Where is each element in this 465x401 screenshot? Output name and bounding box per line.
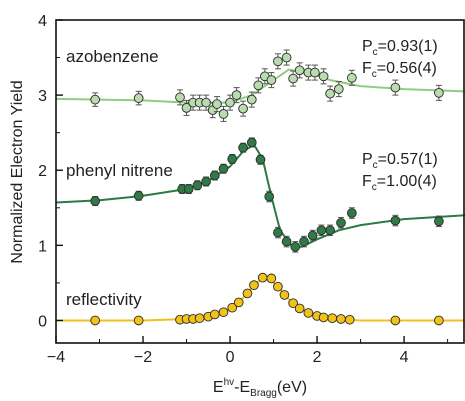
x-tick-label: 4 xyxy=(400,349,409,366)
data-point-1-21 xyxy=(347,208,357,218)
data-point-1-19 xyxy=(325,225,335,236)
data-point-0-12 xyxy=(238,103,248,114)
x-axis-label-mid: -E xyxy=(234,379,250,396)
data-point-1-20 xyxy=(336,217,346,228)
data-point-1-4 xyxy=(192,180,203,191)
data-point-0-9 xyxy=(218,109,229,119)
data-point-2-13 xyxy=(257,272,268,283)
data-point-2-15 xyxy=(273,281,283,292)
x-axis-label-sup: hv xyxy=(224,377,235,388)
data-point-1-17 xyxy=(307,230,318,241)
y-tick-label: 3 xyxy=(38,88,47,105)
data-point-2-11 xyxy=(242,288,253,299)
x-tick-label: 0 xyxy=(226,349,235,366)
series-label-azobenzene: azobenzene xyxy=(66,47,159,66)
data-point-2-23 xyxy=(336,314,346,324)
data-point-2-5 xyxy=(194,313,205,324)
data-point-1-14 xyxy=(281,236,292,247)
x-axis-label-unit: (eV) xyxy=(277,379,307,396)
data-point-1-16 xyxy=(299,236,309,247)
data-point-0-23 xyxy=(318,71,329,82)
data-point-0-1 xyxy=(133,93,144,103)
data-point-0-3 xyxy=(181,103,192,113)
data-point-0-16 xyxy=(266,75,277,85)
data-point-0-6 xyxy=(201,97,211,108)
plot-area xyxy=(55,49,465,326)
data-point-1-1 xyxy=(133,190,144,201)
x-tick-label: −4 xyxy=(47,349,65,366)
data-point-2-25 xyxy=(390,315,401,326)
plot-frame xyxy=(55,19,465,344)
data-point-1-18 xyxy=(316,225,327,236)
data-point-1-10 xyxy=(246,137,257,148)
annotation-azobenzene-p: Pc=0.93(1) xyxy=(362,38,438,58)
data-point-0-18 xyxy=(281,52,292,63)
data-point-2-19 xyxy=(303,308,314,318)
data-point-1-12 xyxy=(264,191,275,202)
x-tick-label: 2 xyxy=(313,349,322,366)
data-point-1-7 xyxy=(218,163,229,174)
y-tick-label: 4 xyxy=(38,13,47,30)
data-point-2-9 xyxy=(227,302,238,313)
data-point-0-25 xyxy=(333,84,344,94)
data-point-1-22 xyxy=(390,215,401,226)
data-point-2-14 xyxy=(266,273,277,284)
data-point-1-8 xyxy=(227,154,238,164)
data-point-2-12 xyxy=(249,280,259,291)
data-point-2-7 xyxy=(209,309,220,320)
data-point-2-1 xyxy=(133,315,144,326)
data-point-0-27 xyxy=(390,82,401,93)
series-label-reflectivity: reflectivity xyxy=(66,290,142,309)
data-point-0-20 xyxy=(294,65,305,76)
annotation-azobenzene-f: Fc=0.56(4) xyxy=(362,60,437,80)
data-point-1-23 xyxy=(434,216,444,227)
data-point-0-2 xyxy=(175,92,185,103)
data-point-2-0 xyxy=(90,315,101,326)
x-axis-label-base: E xyxy=(213,379,224,396)
data-point-2-22 xyxy=(327,313,338,324)
data-point-0-19 xyxy=(288,73,298,84)
data-point-1-0 xyxy=(90,196,101,206)
data-point-2-26 xyxy=(434,315,444,326)
y-tick-label: 1 xyxy=(38,238,47,255)
data-point-0-17 xyxy=(273,56,283,67)
data-point-2-8 xyxy=(218,307,229,318)
data-point-1-6 xyxy=(209,170,220,181)
data-point-2-18 xyxy=(294,303,305,314)
x-axis-label-sub: Bragg xyxy=(250,388,277,399)
data-point-1-5 xyxy=(201,176,211,187)
data-point-0-10 xyxy=(225,97,235,108)
y-axis-label: Normalized Electron Yield xyxy=(9,80,26,263)
data-point-0-11 xyxy=(231,90,242,100)
data-point-0-26 xyxy=(347,72,357,83)
data-point-0-8 xyxy=(212,99,222,109)
x-axis-label: Ehv-EBragg(eV) xyxy=(213,377,307,399)
data-point-2-16 xyxy=(279,290,290,300)
annotation-phenyl-nitrene-p: Pc=0.57(1) xyxy=(362,151,438,171)
fit-curve-0 xyxy=(55,68,465,104)
data-point-0-28 xyxy=(434,88,444,98)
data-point-1-11 xyxy=(255,154,266,165)
data-point-1-9 xyxy=(238,142,248,153)
data-point-0-14 xyxy=(253,80,264,91)
series-label-phenyl-nitrene: phenyl nitrene xyxy=(66,161,173,180)
y-tick-label: 2 xyxy=(38,163,47,180)
data-point-0-24 xyxy=(325,88,335,99)
annotation-phenyl-nitrene-f: Fc=1.00(4) xyxy=(362,173,437,193)
data-point-1-3 xyxy=(183,184,194,194)
data-point-0-22 xyxy=(310,67,320,78)
axes: −4 −2 0 2 4 0 1 2 3 4 xyxy=(38,13,465,366)
data-point-0-13 xyxy=(246,94,257,105)
data-point-2-24 xyxy=(344,314,355,325)
y-tick-label: 0 xyxy=(38,313,47,330)
data-point-2-17 xyxy=(288,298,298,309)
x-tick-label: −2 xyxy=(134,349,152,366)
data-point-1-15 xyxy=(290,242,301,252)
data-point-0-0 xyxy=(90,94,101,105)
data-point-2-21 xyxy=(318,312,329,323)
data-point-2-10 xyxy=(233,297,244,308)
data-point-1-13 xyxy=(273,227,283,238)
